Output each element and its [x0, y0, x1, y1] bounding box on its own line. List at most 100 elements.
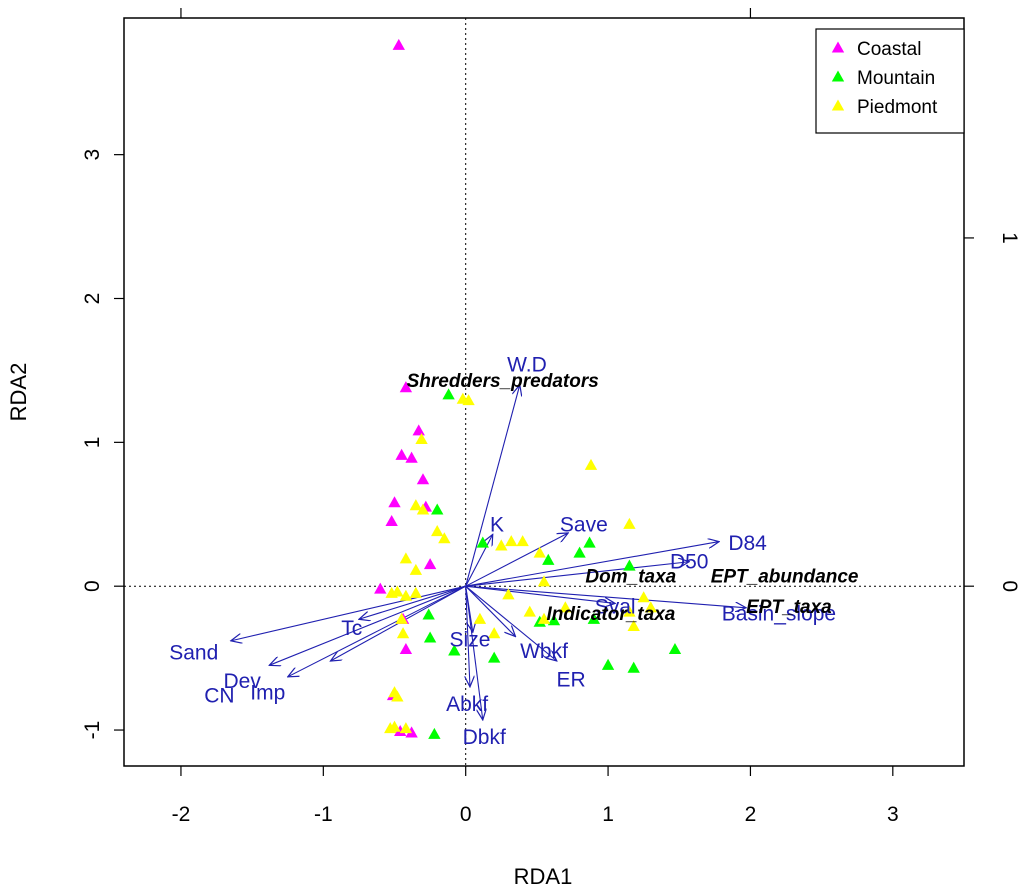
point-mountain [587, 612, 601, 624]
arrow-dev [269, 585, 466, 665]
point-piedmont [537, 575, 551, 587]
point-coastal [388, 496, 401, 508]
point-piedmont [584, 458, 598, 470]
x-tick-label: 2 [745, 803, 757, 826]
arrow-er [465, 585, 557, 661]
label-w-d: W.D [507, 354, 547, 377]
point-piedmont [627, 619, 640, 632]
arrow-abkf [466, 586, 470, 687]
legend-label-mountain: Mountain [857, 68, 935, 89]
point-mountain [476, 536, 489, 548]
legend-marker-coastal [831, 41, 845, 53]
right-tick-label: 1 [998, 232, 1021, 244]
right-tick-label: 0 [998, 580, 1021, 592]
point-piedmont [388, 720, 401, 732]
point-coastal [374, 582, 387, 594]
point-piedmont [623, 517, 636, 529]
point-piedmont [644, 601, 657, 613]
point-piedmont [495, 539, 508, 551]
point-piedmont [623, 605, 636, 617]
arrow-imp [288, 585, 466, 677]
y-tick-label: 1 [81, 437, 104, 449]
point-piedmont [516, 535, 529, 547]
point-piedmont [391, 585, 404, 597]
label-basin-slope: Basin_slope [722, 603, 836, 626]
x-tick-label: 0 [460, 803, 472, 826]
point-piedmont [473, 612, 487, 624]
point-piedmont [399, 552, 413, 564]
response-ept-taxa: EPT_taxa [746, 597, 832, 618]
point-coastal [385, 514, 398, 527]
point-mountain [487, 651, 501, 663]
point-piedmont [431, 525, 444, 537]
plot-frame [123, 17, 965, 767]
label-d50: D50 [670, 551, 709, 574]
point-coastal [423, 558, 437, 570]
explanatory-labels: W.D K Save D84 D50 Basin_slope Sval Sand Tc DevCN… [169, 354, 836, 750]
legend-label-piedmont: Piedmont [857, 97, 938, 118]
point-piedmont [559, 601, 572, 613]
point-mountain [573, 546, 586, 558]
arrow-w-d [465, 385, 520, 587]
point-piedmont [399, 722, 413, 734]
point-piedmont [533, 546, 546, 558]
x-axis: -2 -1 0 1 2 3 [172, 766, 899, 826]
label-k: K [490, 513, 504, 536]
response-shredders-predators: Shredders_predators [407, 371, 599, 392]
point-coastal [395, 448, 408, 460]
point-coastal [416, 473, 430, 485]
point-mountain [542, 553, 555, 565]
point-mountain [423, 631, 437, 643]
response-dom-taxa: Dom_taxa [585, 567, 676, 588]
point-piedmont [537, 612, 551, 624]
point-piedmont [416, 503, 430, 515]
arrow-wbkf [465, 585, 516, 636]
point-mountain [428, 727, 441, 739]
point-mountain [431, 503, 444, 515]
point-piedmont [415, 432, 428, 445]
point-piedmont [438, 532, 451, 544]
response-labels: Shredders_predators Dom_taxa EPT_abundance… [407, 371, 859, 625]
x-tick-label: -1 [314, 803, 333, 826]
point-mountain [547, 614, 561, 626]
legend: Coastal Mountain Piedmont [815, 28, 965, 134]
point-coastal [405, 451, 418, 463]
label-sval: Sval [595, 595, 636, 618]
x-tick-label: 3 [887, 803, 899, 826]
y-tick-label: -1 [81, 721, 104, 740]
arrow-d84 [465, 542, 719, 587]
label-imp: Imp [250, 682, 285, 705]
label-save: Save [560, 513, 608, 536]
right-axis: 01 [964, 232, 1021, 592]
y-tick-label: 3 [81, 149, 104, 161]
point-piedmont [409, 563, 423, 575]
explanatory-arrows [231, 385, 746, 720]
point-piedmont [409, 499, 423, 511]
label-sand: Sand [169, 641, 218, 664]
label-cn: CN [204, 685, 234, 708]
point-mountain [442, 388, 455, 400]
label-dev: Dev [223, 670, 261, 693]
top-axis [180, 8, 752, 18]
point-piedmont [462, 394, 475, 406]
point-coastal [392, 38, 405, 50]
label-d84: D84 [728, 532, 767, 555]
response-indicator-taxa: Indicator_taxa [547, 604, 676, 625]
point-coastal [405, 726, 418, 738]
point-piedmont [523, 605, 536, 617]
legend-marker-piedmont [831, 99, 845, 111]
point-mountain [601, 658, 615, 670]
arrow-d50 [465, 562, 690, 587]
point-mountain [627, 661, 640, 673]
x-axis-title: RDA1 [514, 864, 573, 889]
label-er: ER [556, 669, 585, 692]
arrow-basin-slope [465, 585, 746, 608]
arrow-sval [465, 585, 615, 603]
point-mountain [448, 644, 461, 656]
label-wbkf: Wbkf [520, 640, 568, 663]
point-piedmont [395, 612, 408, 624]
arrow-save [465, 533, 569, 587]
point-piedmont [505, 535, 518, 547]
point-mountain [583, 536, 596, 548]
